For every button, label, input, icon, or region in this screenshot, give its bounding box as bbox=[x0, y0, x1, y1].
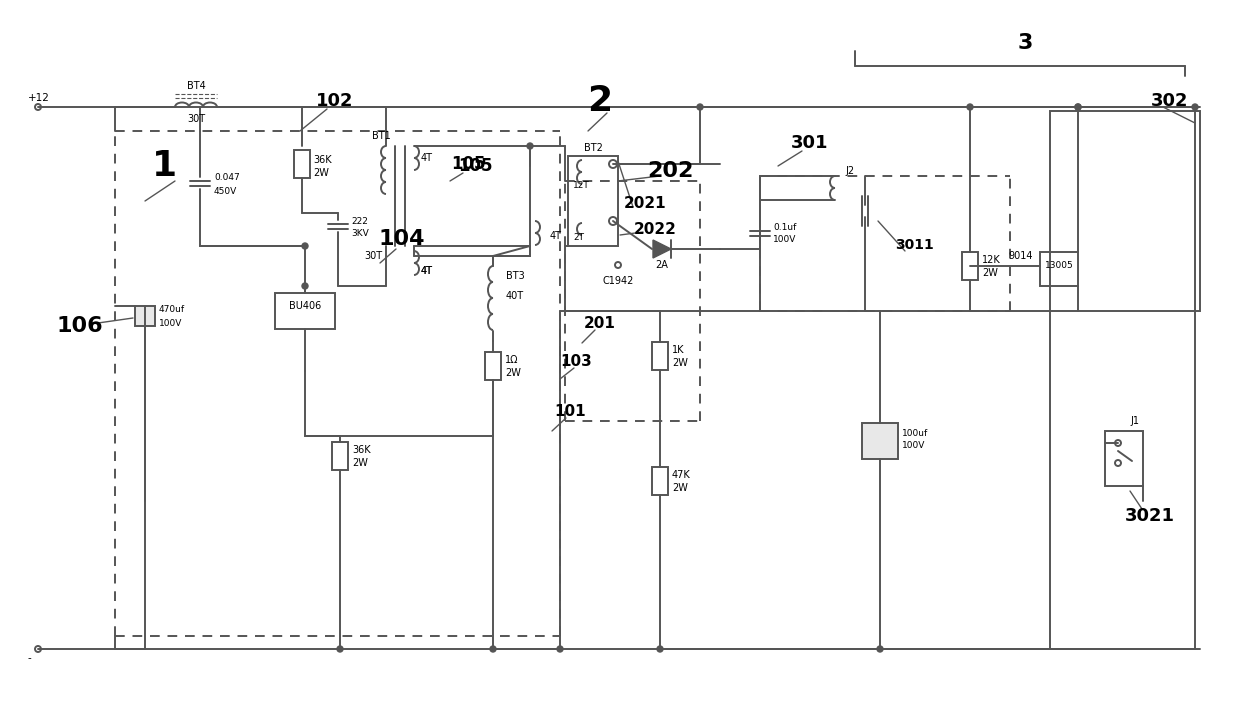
Text: +12: +12 bbox=[29, 93, 50, 103]
Text: 4T: 4T bbox=[422, 266, 433, 276]
Text: 201: 201 bbox=[584, 315, 616, 330]
Text: 0.047: 0.047 bbox=[215, 174, 239, 182]
Bar bbox=[1105, 431, 1143, 486]
Text: 30T: 30T bbox=[363, 251, 382, 261]
Circle shape bbox=[557, 646, 563, 652]
Text: 3: 3 bbox=[1017, 33, 1033, 53]
Polygon shape bbox=[653, 240, 671, 258]
Text: 3011: 3011 bbox=[895, 238, 935, 252]
Circle shape bbox=[527, 143, 533, 149]
Text: BT2: BT2 bbox=[584, 143, 603, 153]
Text: 9014: 9014 bbox=[1008, 251, 1033, 261]
Circle shape bbox=[490, 646, 496, 652]
Circle shape bbox=[697, 104, 703, 110]
Text: 222: 222 bbox=[351, 217, 368, 226]
Bar bbox=[568, 156, 618, 246]
Text: 13005: 13005 bbox=[1044, 261, 1074, 271]
Text: 2W: 2W bbox=[505, 368, 521, 378]
Text: 2W: 2W bbox=[982, 268, 998, 278]
Text: 104: 104 bbox=[378, 229, 425, 249]
Text: 202: 202 bbox=[647, 161, 693, 181]
Bar bbox=[652, 467, 668, 495]
Text: 105: 105 bbox=[458, 157, 492, 175]
Text: C1942: C1942 bbox=[603, 276, 634, 286]
Bar bbox=[1050, 111, 1200, 311]
Text: 301: 301 bbox=[791, 134, 828, 152]
Text: 102: 102 bbox=[316, 92, 353, 110]
Text: BT1: BT1 bbox=[372, 131, 391, 141]
Text: 40T: 40T bbox=[506, 291, 525, 301]
Text: BT3: BT3 bbox=[506, 271, 525, 281]
Circle shape bbox=[337, 646, 343, 652]
Text: 103: 103 bbox=[560, 353, 591, 369]
Text: -: - bbox=[29, 653, 32, 663]
Circle shape bbox=[657, 646, 663, 652]
Text: J2: J2 bbox=[844, 166, 854, 176]
Text: 12K: 12K bbox=[982, 255, 1001, 265]
Text: 2W: 2W bbox=[312, 168, 329, 178]
Text: 1Ω: 1Ω bbox=[505, 355, 518, 365]
Circle shape bbox=[303, 243, 308, 249]
Text: J1: J1 bbox=[1130, 416, 1140, 426]
Text: 100uf: 100uf bbox=[901, 428, 929, 437]
Bar bbox=[332, 442, 348, 470]
Text: 12T: 12T bbox=[573, 182, 590, 191]
Text: 47K: 47K bbox=[672, 470, 691, 480]
Text: 1: 1 bbox=[153, 149, 177, 183]
Text: BT4: BT4 bbox=[187, 81, 206, 91]
Circle shape bbox=[877, 646, 883, 652]
Bar bbox=[962, 252, 978, 280]
Text: 2A: 2A bbox=[656, 260, 668, 270]
Text: 1K: 1K bbox=[672, 345, 684, 355]
Text: 100V: 100V bbox=[901, 442, 925, 451]
Circle shape bbox=[303, 283, 308, 289]
Bar bbox=[485, 352, 501, 380]
Text: 2T: 2T bbox=[573, 233, 584, 243]
Circle shape bbox=[1075, 104, 1081, 110]
Text: 36K: 36K bbox=[312, 155, 331, 165]
Text: BU406: BU406 bbox=[289, 301, 321, 311]
Text: 4T: 4T bbox=[422, 153, 433, 163]
Text: 106: 106 bbox=[57, 316, 103, 336]
Text: 2W: 2W bbox=[672, 483, 688, 493]
Bar bbox=[652, 342, 668, 370]
Circle shape bbox=[1075, 104, 1081, 110]
Text: 36K: 36K bbox=[352, 445, 371, 455]
Bar bbox=[135, 306, 155, 326]
Text: 4T: 4T bbox=[422, 266, 433, 276]
Text: 450V: 450V bbox=[215, 186, 237, 196]
Bar bbox=[862, 423, 898, 459]
Text: 100V: 100V bbox=[773, 236, 796, 245]
Circle shape bbox=[1192, 104, 1198, 110]
Text: 4T: 4T bbox=[551, 231, 562, 241]
Text: 3021: 3021 bbox=[1125, 507, 1176, 525]
Text: 2W: 2W bbox=[352, 458, 368, 468]
Bar bbox=[275, 293, 335, 329]
Text: 105: 105 bbox=[451, 155, 485, 173]
Circle shape bbox=[967, 104, 973, 110]
Text: 2021: 2021 bbox=[624, 196, 666, 212]
Text: 2W: 2W bbox=[672, 358, 688, 368]
Text: 0.1uf: 0.1uf bbox=[773, 222, 796, 231]
Bar bbox=[294, 150, 310, 178]
Text: 100V: 100V bbox=[159, 318, 182, 327]
Bar bbox=[1040, 252, 1078, 286]
Text: 3KV: 3KV bbox=[351, 229, 368, 238]
Text: 2022: 2022 bbox=[634, 222, 677, 236]
Text: 302: 302 bbox=[1151, 92, 1189, 110]
Text: 101: 101 bbox=[554, 404, 585, 418]
Text: 470uf: 470uf bbox=[159, 306, 185, 315]
Text: 30T: 30T bbox=[187, 114, 205, 124]
Text: 2: 2 bbox=[588, 84, 613, 118]
